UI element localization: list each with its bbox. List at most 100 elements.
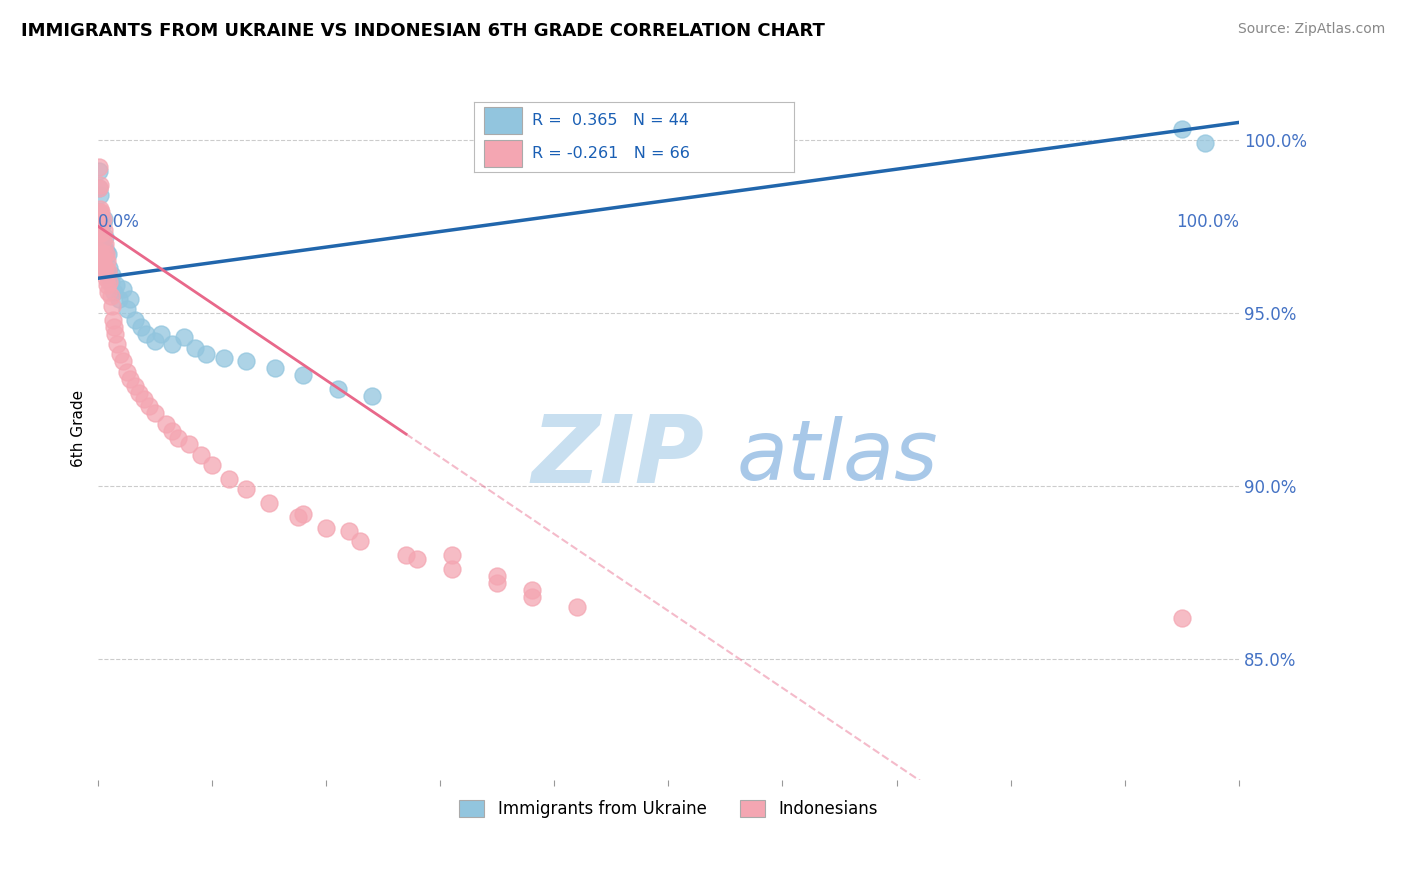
Point <box>89 188 111 202</box>
Point <box>520 590 543 604</box>
Point <box>337 524 360 538</box>
Point <box>406 551 429 566</box>
Y-axis label: 6th Grade: 6th Grade <box>72 391 86 467</box>
Point <box>292 507 315 521</box>
Point <box>395 548 418 562</box>
Point <box>94 260 117 275</box>
Point <box>96 278 118 293</box>
Point <box>93 247 115 261</box>
Point <box>93 240 115 254</box>
Point <box>98 275 121 289</box>
Point <box>100 288 122 302</box>
Point <box>440 548 463 562</box>
Point <box>184 341 207 355</box>
Point <box>1170 610 1192 624</box>
Point <box>90 251 112 265</box>
Point <box>190 448 212 462</box>
Point <box>90 226 112 240</box>
Point <box>93 223 115 237</box>
Point <box>107 337 129 351</box>
Point <box>94 247 117 261</box>
Point <box>89 164 111 178</box>
Point <box>103 285 125 299</box>
Text: 100.0%: 100.0% <box>1175 213 1239 231</box>
Point <box>486 576 509 591</box>
Point <box>94 244 117 258</box>
Point <box>212 351 235 365</box>
Point <box>93 212 115 227</box>
Point <box>91 216 114 230</box>
Point <box>124 313 146 327</box>
Point <box>112 282 135 296</box>
Point <box>94 260 117 275</box>
Text: IMMIGRANTS FROM UKRAINE VS INDONESIAN 6TH GRADE CORRELATION CHART: IMMIGRANTS FROM UKRAINE VS INDONESIAN 6T… <box>21 22 825 40</box>
Point <box>143 334 166 348</box>
Point <box>101 313 124 327</box>
Point <box>235 354 257 368</box>
Point <box>89 216 111 230</box>
Point <box>103 319 125 334</box>
Point <box>486 569 509 583</box>
Point <box>104 326 127 341</box>
Point <box>89 223 111 237</box>
Point <box>218 472 240 486</box>
Point <box>167 431 190 445</box>
Point <box>128 385 150 400</box>
Point <box>97 285 120 299</box>
Point <box>89 240 111 254</box>
Point <box>94 271 117 285</box>
Point <box>112 354 135 368</box>
Point <box>155 417 177 431</box>
Point <box>160 337 183 351</box>
Point <box>100 275 122 289</box>
Point <box>565 600 588 615</box>
Point <box>89 247 111 261</box>
Text: ZIP: ZIP <box>531 411 704 503</box>
Point <box>91 257 114 271</box>
Point <box>360 389 382 403</box>
Point <box>326 382 349 396</box>
Point <box>97 264 120 278</box>
Point <box>349 534 371 549</box>
Point <box>118 372 141 386</box>
Point <box>520 582 543 597</box>
Point <box>292 368 315 383</box>
Point <box>132 392 155 407</box>
Point <box>263 361 285 376</box>
Point <box>89 205 111 219</box>
Point <box>96 254 118 268</box>
Point <box>235 483 257 497</box>
Point <box>89 181 111 195</box>
Point <box>160 424 183 438</box>
Point <box>107 292 129 306</box>
Legend: Immigrants from Ukraine, Indonesians: Immigrants from Ukraine, Indonesians <box>453 793 884 825</box>
Point <box>90 205 112 219</box>
Point <box>91 233 114 247</box>
Point <box>90 233 112 247</box>
Point <box>124 378 146 392</box>
Point <box>315 520 337 534</box>
Point <box>115 365 138 379</box>
Point <box>94 236 117 251</box>
Point <box>115 302 138 317</box>
Point <box>94 229 117 244</box>
Point <box>131 319 153 334</box>
Point <box>108 347 131 361</box>
Point <box>89 178 111 192</box>
Point <box>1194 136 1216 151</box>
Point <box>287 510 309 524</box>
Text: 0.0%: 0.0% <box>98 213 141 231</box>
Point <box>195 347 218 361</box>
Point <box>105 278 128 293</box>
Point <box>257 496 280 510</box>
Point <box>143 406 166 420</box>
Point <box>118 292 141 306</box>
Point <box>89 205 111 219</box>
Point <box>91 212 114 227</box>
Point <box>149 326 172 341</box>
Point <box>135 326 157 341</box>
Point <box>201 458 224 473</box>
Point <box>100 299 122 313</box>
Point <box>89 202 111 216</box>
Point <box>91 244 114 258</box>
